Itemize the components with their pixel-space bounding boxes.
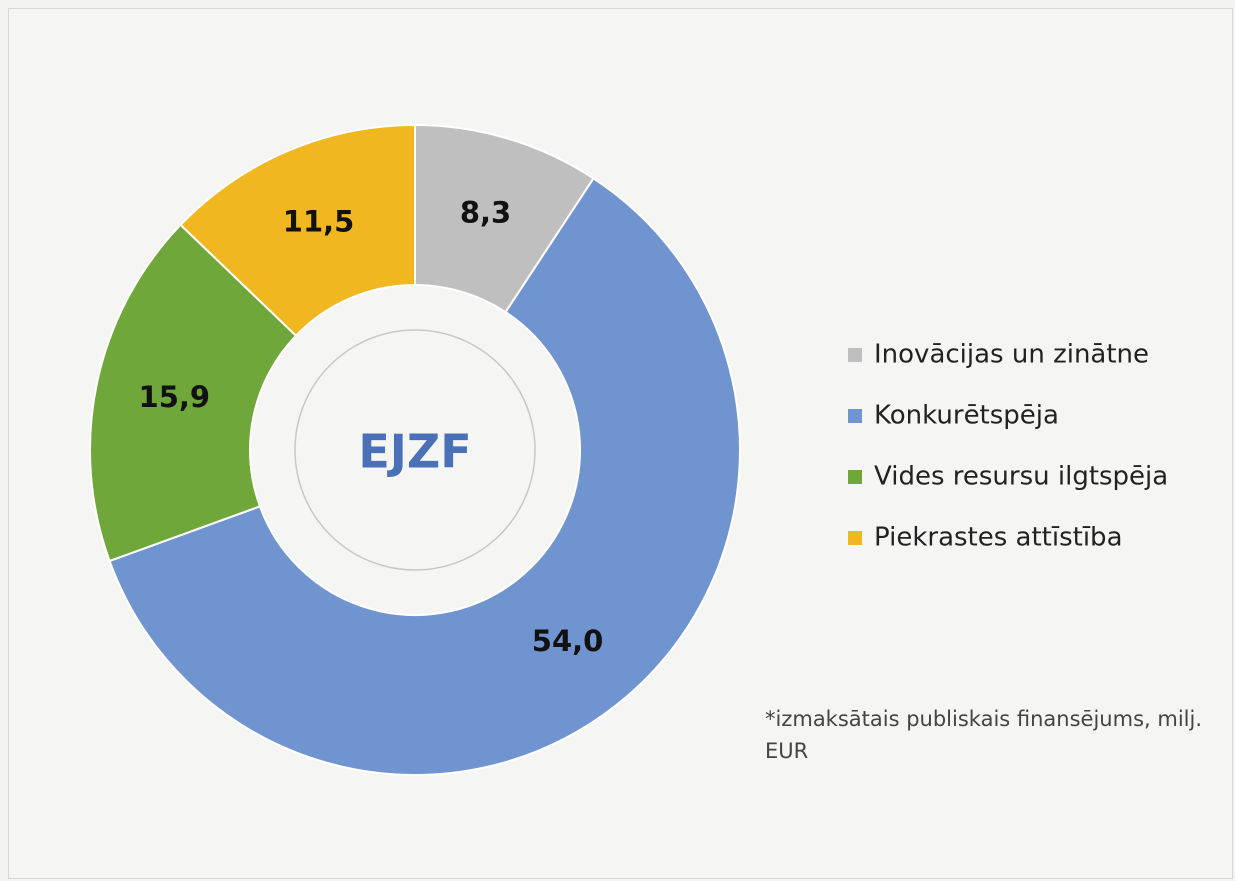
legend-label: Piekrastes attīstība bbox=[874, 523, 1123, 553]
center-ring bbox=[294, 329, 536, 571]
note: *izmaksātais publiskais finansējums, mil… bbox=[765, 707, 1203, 763]
legend-label: Vides resursu ilgtspēja bbox=[874, 462, 1168, 492]
data-label: 11,5 bbox=[283, 205, 355, 239]
legend-swatch bbox=[848, 470, 862, 484]
donut-slice bbox=[179, 123, 416, 338]
legend-label: Inovācijas un zinātne bbox=[874, 340, 1149, 370]
center-label: EJZF bbox=[358, 425, 471, 479]
legend-swatch bbox=[848, 409, 862, 423]
legend-label: Konkurētspēja bbox=[874, 401, 1059, 431]
data-label: 54,0 bbox=[532, 624, 604, 658]
legend-swatch bbox=[848, 531, 862, 545]
donut-slice bbox=[89, 223, 298, 563]
donut-slice bbox=[108, 177, 741, 776]
data-label: 15,9 bbox=[139, 380, 211, 414]
data-label: 8,3 bbox=[460, 195, 511, 229]
legend-swatch bbox=[848, 348, 862, 362]
